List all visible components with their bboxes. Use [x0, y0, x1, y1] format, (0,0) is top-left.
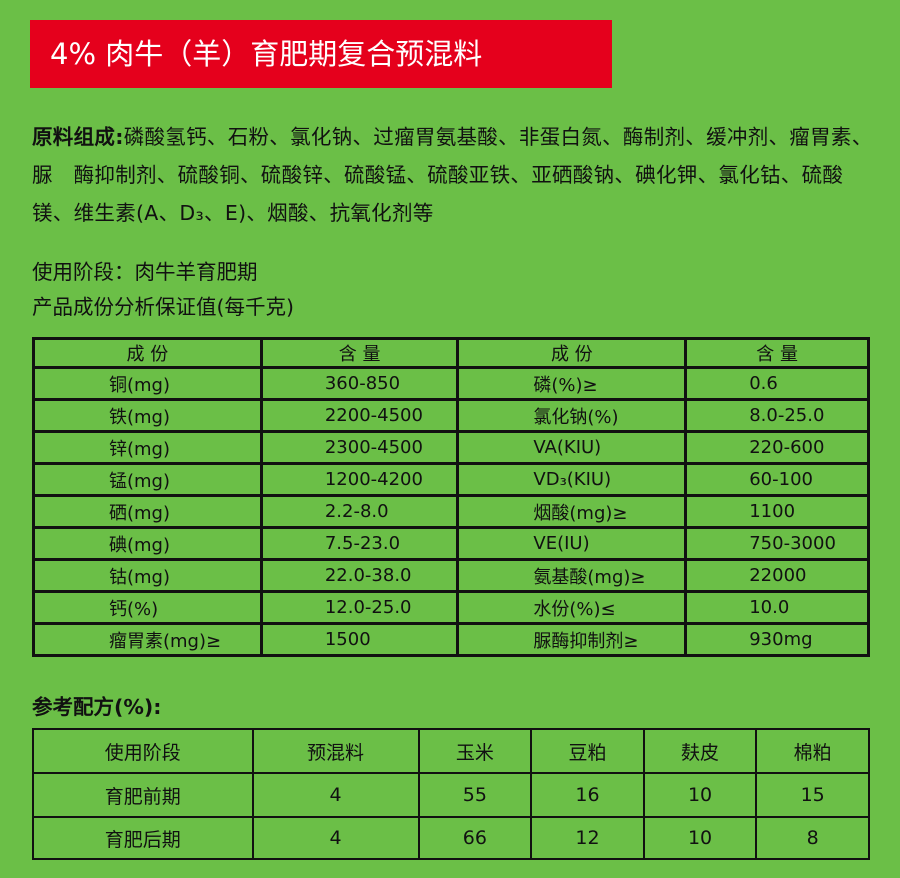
table-cell: 钴(mg)	[32, 558, 263, 593]
table-cell: 1100	[684, 494, 870, 529]
table-cell: 220-600	[684, 430, 870, 465]
table-cell: 瘤胃素(mg)≥	[32, 622, 263, 657]
analysis-table: 成 份含 量成 份含 量铜(mg) 360-850 磷(%)≥ 0.6 铁(mg) 220…	[32, 337, 870, 657]
table-cell: VD₃(KIU)	[456, 462, 688, 497]
header-row: 成 份含 量成 份含 量	[32, 337, 870, 369]
table-row: 育肥后期 4 66 12 10 8	[32, 816, 870, 860]
table-cell: 55	[417, 772, 533, 818]
table-cell: 钙(%)	[32, 590, 263, 625]
header-cell: 玉米	[417, 728, 533, 774]
table-row: 育肥前期 4 55 16 10 15	[32, 772, 870, 818]
table-cell: 22000	[684, 558, 870, 593]
table-cell: 脲酶抑制剂≥	[456, 622, 688, 657]
table-cell: 10.0	[684, 590, 870, 625]
table-cell: 4	[251, 772, 420, 818]
header-cell: 使用阶段	[32, 728, 254, 774]
table-row: 锰(mg) 1200-4200 VD₃(KIU) 60-100	[32, 462, 870, 497]
table-row: 铁(mg) 2200-4500 氯化钠(%) 8.0-25.0	[32, 398, 870, 433]
table-cell: 氯化钠(%)	[456, 398, 688, 433]
table-row: 瘤胃素(mg)≥ 1500 脲酶抑制剂≥ 930mg	[32, 622, 870, 657]
table-cell: 锰(mg)	[32, 462, 263, 497]
table-cell: 66	[417, 816, 533, 860]
table-row: 铜(mg) 360-850 磷(%)≥ 0.6	[32, 366, 870, 401]
header-cell: 棉粕	[755, 728, 870, 774]
header-cell: 预混料	[251, 728, 420, 774]
table-cell: 12	[530, 816, 645, 860]
table-cell: 4	[251, 816, 420, 860]
formula-title: 参考配方(%):	[32, 695, 162, 719]
table-cell: 12.0-25.0	[259, 590, 460, 625]
table-cell: VE(IU)	[456, 526, 688, 561]
table-cell: 930mg	[684, 622, 870, 657]
table-cell: 10	[642, 772, 758, 818]
table-cell: 1200-4200	[259, 462, 460, 497]
table-row: 钴(mg) 22.0-38.0 氨基酸(mg)≥ 22000	[32, 558, 870, 593]
table-cell: VA(KIU)	[456, 430, 688, 465]
table-cell: 育肥前期	[32, 772, 254, 818]
table-cell: 锌(mg)	[32, 430, 263, 465]
table-cell: 8.0-25.0	[684, 398, 870, 433]
table-cell: 水份(%)≤	[456, 590, 688, 625]
header-row: 使用阶段 预混料 玉米 豆粕 麸皮 棉粕	[32, 728, 870, 774]
table-cell: 10	[642, 816, 758, 860]
table-cell: 7.5-23.0	[259, 526, 460, 561]
table-cell: 15	[755, 772, 870, 818]
table-cell: 2.2-8.0	[259, 494, 460, 529]
table-cell: 750-3000	[684, 526, 870, 561]
table-cell: 铜(mg)	[32, 366, 263, 401]
table-cell: 育肥后期	[32, 816, 254, 860]
header-cell: 成 份	[32, 337, 263, 369]
table-cell: 360-850	[259, 366, 460, 401]
table-row: 碘(mg) 7.5-23.0 VE(IU) 750-3000	[32, 526, 870, 561]
header-cell: 成 份	[456, 337, 688, 369]
table-cell: 烟酸(mg)≥	[456, 494, 688, 529]
header-cell: 含 量	[684, 337, 870, 369]
analysis-title: 产品成份分析保证值(每千克)	[32, 295, 294, 319]
table-cell: 2300-4500	[259, 430, 460, 465]
table-cell: 磷(%)≥	[456, 366, 688, 401]
table-row: 钙(%) 12.0-25.0 水份(%)≤ 10.0	[32, 590, 870, 625]
table-cell: 1500	[259, 622, 460, 657]
table-cell: 60-100	[684, 462, 870, 497]
table-cell: 0.6	[684, 366, 870, 401]
ingredients-label: 原料组成:	[32, 125, 124, 149]
product-title-banner: 4% 肉牛（羊）育肥期复合预混料	[30, 20, 612, 88]
usage-stage: 使用阶段：肉牛羊育肥期	[32, 260, 258, 284]
table-cell: 碘(mg)	[32, 526, 263, 561]
table-cell: 22.0-38.0	[259, 558, 460, 593]
header-cell: 豆粕	[530, 728, 645, 774]
table-cell: 氨基酸(mg)≥	[456, 558, 688, 593]
header-cell: 麸皮	[642, 728, 758, 774]
table-cell: 16	[530, 772, 645, 818]
table-cell: 2200-4500	[259, 398, 460, 433]
table-cell: 硒(mg)	[32, 494, 263, 529]
table-cell: 8	[755, 816, 870, 860]
header-cell: 含 量	[259, 337, 460, 369]
ingredients-text: 磷酸氢钙、石粉、氯化钠、过瘤胃氨基酸、非蛋白氮、酶制剂、缓冲剂、瘤胃素、脲 酶抑…	[32, 125, 873, 225]
ingredients-paragraph: 原料组成:磷酸氢钙、石粉、氯化钠、过瘤胃氨基酸、非蛋白氮、酶制剂、缓冲剂、瘤胃素…	[32, 118, 877, 232]
formula-table: 使用阶段 预混料 玉米 豆粕 麸皮 棉粕 育肥前期 4 55 16 10 15 育肥后期 4 66 12 10 8	[32, 728, 870, 860]
table-row: 锌(mg) 2300-4500 VA(KIU) 220-600	[32, 430, 870, 465]
table-cell: 铁(mg)	[32, 398, 263, 433]
table-row: 硒(mg) 2.2-8.0 烟酸(mg)≥ 1100	[32, 494, 870, 529]
